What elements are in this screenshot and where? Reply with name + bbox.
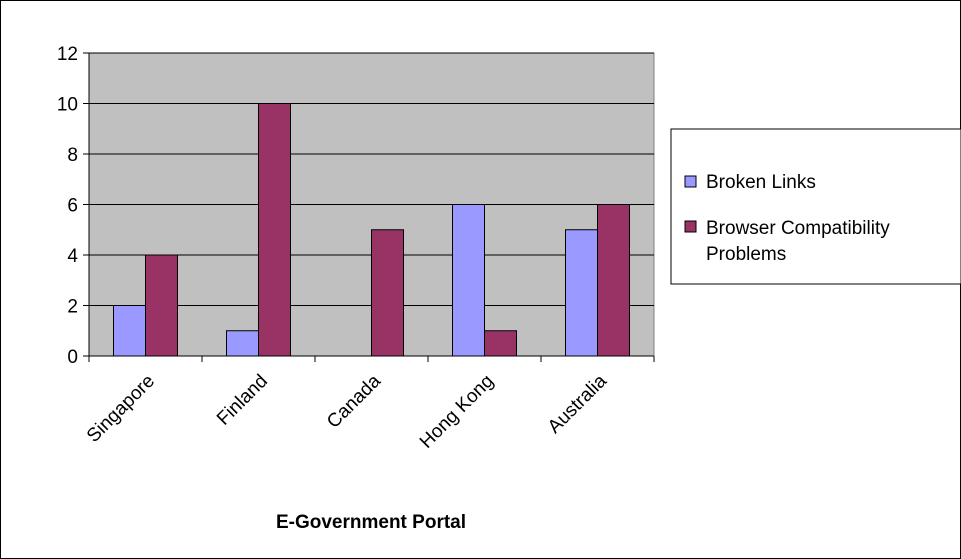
- y-tick-label: 10: [57, 95, 78, 116]
- y-tick-label: 2: [67, 297, 78, 318]
- bar-browser-compatibility-australia: [597, 204, 630, 357]
- y-tick-label: 6: [67, 196, 78, 217]
- legend-box: [670, 128, 961, 285]
- bar-broken-links-australia: [565, 229, 598, 357]
- legend-swatch-broken-links: [684, 175, 697, 188]
- x-axis-labels: Singapore Finland Canada Hong Kong Australia: [83, 370, 611, 452]
- x-category-label: Hong Kong: [416, 371, 498, 453]
- x-category-label: Australia: [544, 370, 611, 437]
- y-tick-label: 12: [57, 44, 78, 65]
- legend-label-broken-links: Broken Links: [706, 172, 816, 193]
- bar-browser-compatibility-singapore: [145, 254, 178, 357]
- bars: [113, 103, 630, 357]
- legend-label-line-2: Problems: [706, 244, 786, 265]
- x-category-label: Singapore: [83, 371, 159, 447]
- y-tick-label: 8: [67, 145, 78, 166]
- bar-broken-links-finland: [226, 330, 259, 357]
- legend-swatch-browser-compatibility: [684, 220, 697, 233]
- legend-label-browser-compatibility: Browser Compatibility Problems: [706, 218, 895, 265]
- bar-browser-compatibility-canada: [371, 229, 404, 357]
- y-axis-ticks: 0 2 4 6 8 10 12: [57, 44, 89, 368]
- bar-broken-links-singapore: [113, 305, 146, 357]
- legend-label-line-1: Browser Compatibility: [706, 218, 890, 239]
- x-category-label: Canada: [323, 370, 385, 432]
- x-axis-title: E-Government Portal: [276, 512, 466, 533]
- y-tick-label: 4: [67, 246, 78, 267]
- legend: Broken Links Browser Compatibility Probl…: [670, 128, 961, 285]
- y-tick-label: 0: [67, 347, 78, 368]
- x-category-label: Finland: [213, 371, 272, 430]
- bar-broken-links-hong-kong: [452, 204, 485, 357]
- bar-browser-compatibility-finland: [258, 103, 291, 357]
- bar-browser-compatibility-hong-kong: [484, 330, 517, 357]
